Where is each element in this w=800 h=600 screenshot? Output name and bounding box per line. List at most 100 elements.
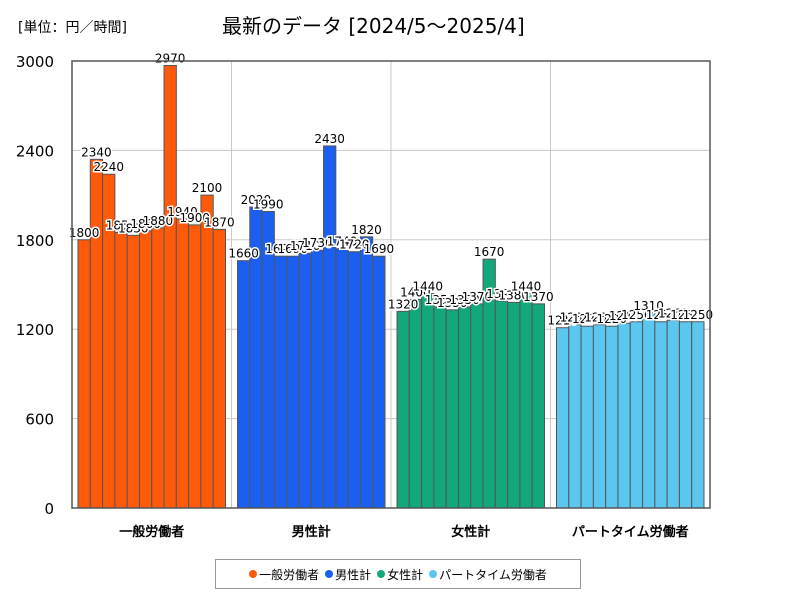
data-label: 1310 (633, 299, 664, 313)
bar (273, 255, 288, 509)
bar (372, 255, 386, 509)
data-label: 1250 (670, 308, 701, 322)
bar (457, 306, 472, 509)
bar (592, 324, 607, 509)
bar (212, 228, 226, 509)
bar (163, 64, 177, 509)
data-label: 1320 (388, 297, 419, 311)
bar (580, 325, 594, 509)
legend-dot-female (377, 570, 386, 578)
legend-label-male: 男性計 (335, 567, 372, 582)
data-label: 1370 (523, 290, 554, 304)
x-category-label: 一般労働者 (119, 524, 184, 540)
data-label: 2240 (93, 160, 124, 174)
data-label: 2100 (192, 181, 223, 195)
data-label: 1440 (511, 279, 542, 293)
data-label: 1880 (143, 214, 174, 228)
y-tick-label: 3000 (16, 53, 54, 71)
data-label: 1220 (597, 312, 628, 326)
bar (298, 252, 312, 509)
data-label: 1350 (449, 293, 480, 307)
legend-item-female: 女性計 (377, 566, 423, 583)
bar (568, 324, 582, 509)
data-label: 1740 (327, 235, 358, 249)
data-label: 1850 (106, 218, 137, 232)
bar (310, 249, 325, 509)
legend-item-general: 一般労働者 (249, 566, 319, 583)
data-label: 1250 (683, 308, 714, 322)
plot-frame (71, 60, 711, 509)
bar (629, 321, 644, 509)
y-tick-label: 0 (44, 500, 54, 518)
bar (494, 300, 509, 509)
data-label: 1210 (547, 314, 578, 328)
legend-item-male: 男性計 (325, 566, 371, 583)
data-label: 1870 (204, 215, 235, 229)
bar (396, 310, 410, 509)
data-label: 1400 (400, 285, 431, 299)
bar (138, 230, 153, 509)
data-label: 1820 (351, 223, 382, 237)
bar (531, 303, 545, 509)
bar (114, 231, 128, 509)
data-label: 1710 (290, 239, 321, 253)
y-tick-label: 1800 (16, 232, 54, 250)
unit-label: [単位：円／時間] (18, 20, 127, 36)
bar (519, 292, 533, 509)
bar (126, 234, 140, 509)
data-label: 1440 (412, 279, 443, 293)
bar (89, 158, 104, 509)
x-category-label: 男性計 (292, 524, 331, 540)
bar (335, 248, 349, 509)
data-label: 2340 (81, 145, 112, 159)
bar (445, 309, 459, 509)
data-label: 1380 (498, 288, 529, 302)
chart-legend: 一般労働者 男性計 女性計 パートタイム労働者 (215, 559, 581, 589)
legend-label-female: 女性計 (387, 567, 424, 582)
data-label: 1990 (253, 197, 284, 211)
chart-title: 最新のデータ [2024/5～2025/4] (222, 14, 525, 38)
legend-dot-male (325, 570, 334, 578)
bar (77, 239, 91, 509)
data-label: 1690 (364, 242, 395, 256)
x-category-label: パートタイム労働者 (572, 524, 689, 540)
y-tick-label: 2400 (16, 142, 54, 160)
bar (175, 218, 190, 509)
data-label: 1260 (658, 306, 689, 320)
data-label: 1900 (179, 211, 210, 225)
data-label: 1250 (621, 308, 652, 322)
bar (347, 251, 361, 509)
data-label: 1250 (646, 308, 677, 322)
bar (323, 145, 337, 509)
y-tick-label: 600 (25, 411, 54, 429)
bar (691, 321, 705, 509)
data-label: 1240 (609, 309, 640, 323)
legend-dot-general (249, 570, 258, 578)
legend-item-parttime: パートタイム労働者 (429, 566, 547, 583)
data-label: 1350 (425, 293, 456, 307)
bar (200, 194, 214, 509)
data-label: 1230 (560, 311, 591, 325)
bar (188, 224, 202, 509)
bar (359, 236, 374, 509)
bar (507, 301, 521, 509)
data-label: 1670 (474, 245, 505, 259)
legend-dot-parttime (429, 570, 438, 578)
data-label: 1390 (486, 287, 517, 301)
data-label: 1940 (167, 205, 198, 219)
bar (408, 298, 423, 509)
data-label: 1660 (228, 247, 259, 261)
data-label: 1800 (69, 226, 100, 240)
bar (556, 327, 570, 509)
bar (470, 303, 484, 509)
data-label: 1720 (339, 238, 370, 252)
data-label: 1860 (130, 217, 161, 231)
bar (666, 319, 680, 509)
bar (678, 321, 693, 509)
bar (654, 321, 668, 509)
x-category-label: 女性計 (451, 524, 490, 540)
data-label: 1690 (265, 242, 296, 256)
bar (642, 312, 656, 509)
bar (237, 260, 251, 509)
